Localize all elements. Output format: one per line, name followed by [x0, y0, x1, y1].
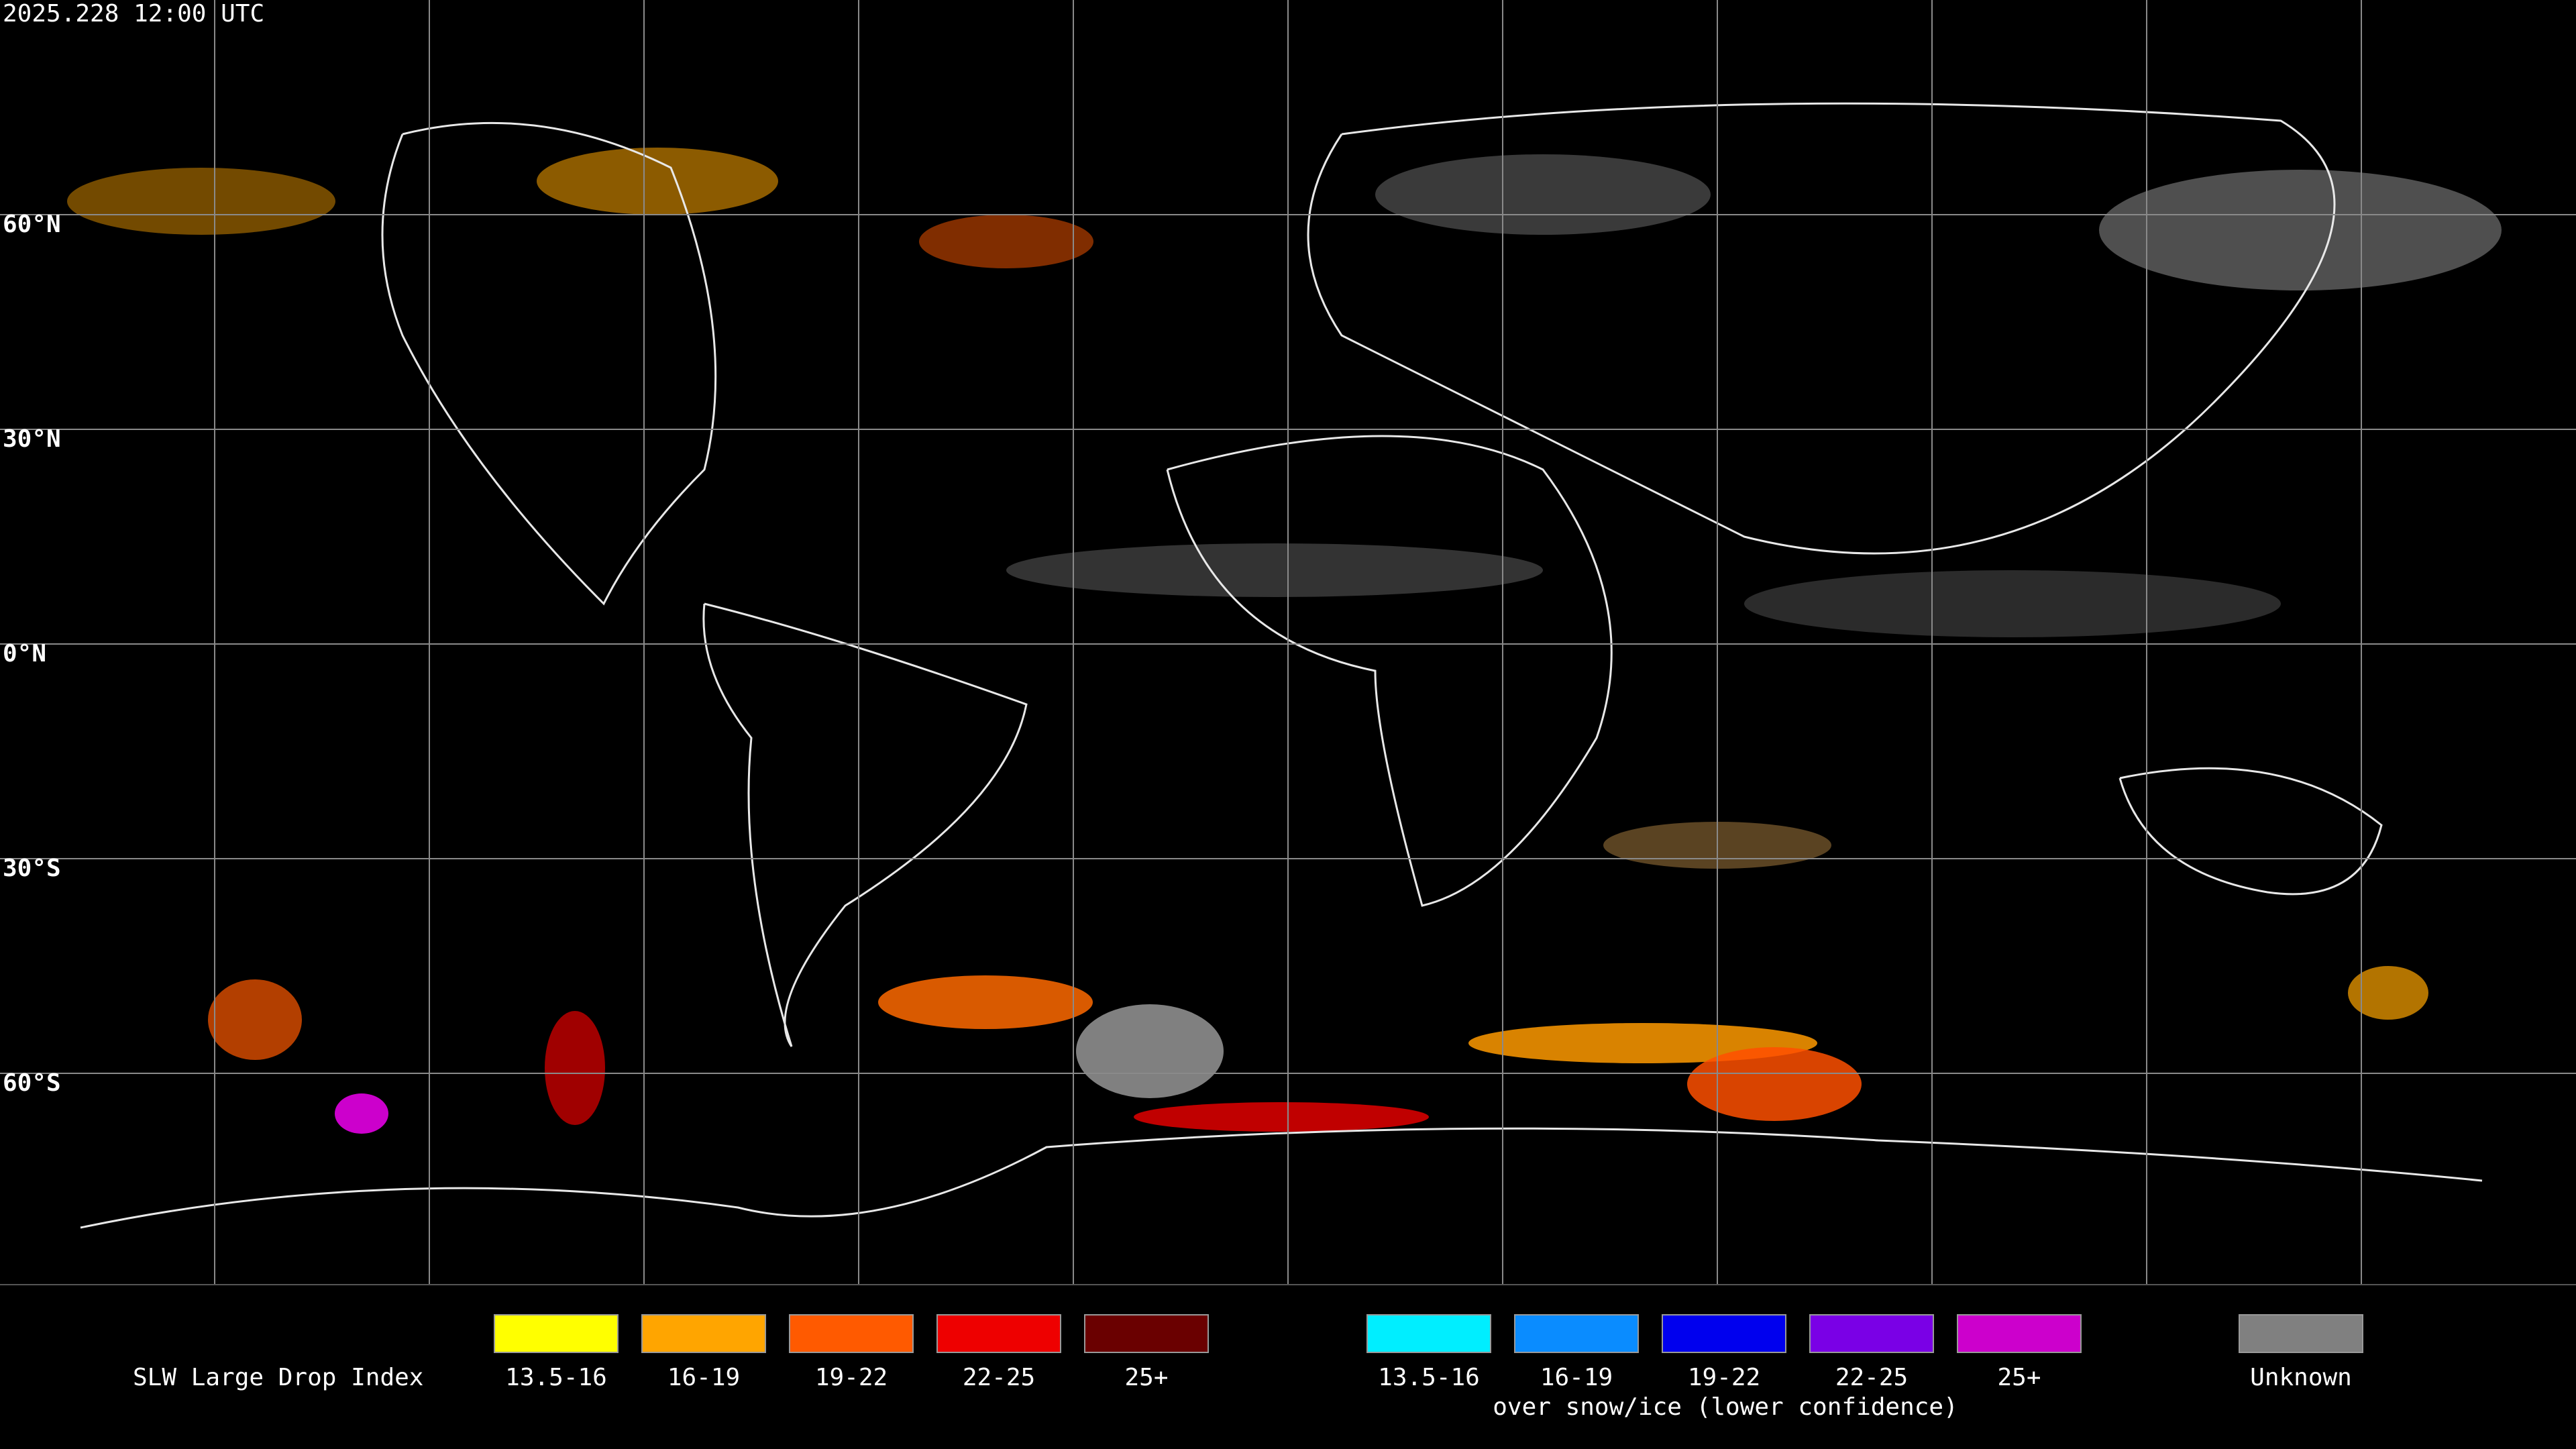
drop-area — [2348, 966, 2428, 1020]
legend-swatch — [2239, 1314, 2363, 1353]
legend-swatch — [1084, 1314, 1209, 1353]
coastline — [1307, 102, 2336, 555]
unknown-area — [1006, 543, 1543, 597]
unknown-area — [2099, 170, 2502, 290]
drop-area — [1687, 1047, 1862, 1121]
legend-caption: over snow/ice (lower confidence) — [1493, 1393, 1958, 1421]
latitude-labels: 60°N 30°N 0°N 30°S 60°S — [3, 211, 61, 1097]
coastline — [80, 1127, 2483, 1229]
latitude-label: 30°N — [3, 425, 61, 453]
drop-area — [67, 168, 335, 235]
legend-label: 19-22 — [1688, 1364, 1760, 1391]
legend-swatch — [936, 1314, 1061, 1353]
legend-label: 25+ — [1997, 1364, 2041, 1391]
coastline — [381, 121, 717, 606]
latitude-label: 60°N — [3, 211, 61, 238]
latitude-label: 30°S — [3, 855, 61, 882]
coastline — [2118, 767, 2383, 896]
legend-label: 25+ — [1124, 1364, 1168, 1391]
coastline — [702, 602, 1028, 1047]
latitude-label: 0°N — [3, 640, 46, 667]
drop-area — [878, 975, 1093, 1029]
coastlines — [80, 102, 2483, 1229]
unknown-area — [1744, 570, 2281, 637]
legend-label: 22-25 — [1835, 1364, 1908, 1391]
drop-area — [208, 979, 302, 1060]
drop-area — [537, 148, 778, 215]
legend-label: 19-22 — [815, 1364, 888, 1391]
unknown-area — [1076, 1004, 1224, 1098]
legend: SLW Large Drop Index over snow/ice (lowe… — [133, 1314, 2363, 1421]
drop-area — [919, 215, 1093, 268]
legend-swatch — [641, 1314, 766, 1353]
legend-label: 13.5-16 — [505, 1364, 607, 1391]
legend-label: 13.5-16 — [1378, 1364, 1480, 1391]
legend-swatch — [789, 1314, 914, 1353]
legend-label: 16-19 — [1540, 1364, 1613, 1391]
latitude-label: 60°S — [3, 1069, 61, 1097]
legend-swatch — [494, 1314, 619, 1353]
timestamp: 2025.228 12:00 UTC — [3, 0, 264, 28]
coastline — [1166, 435, 1613, 907]
legend-swatch — [1957, 1314, 2082, 1353]
legend-swatch — [1514, 1314, 1639, 1353]
legend-swatch — [1366, 1314, 1491, 1353]
graticule — [0, 0, 2576, 1285]
legend-label: Unknown — [2250, 1364, 2352, 1391]
legend-label: 22-25 — [963, 1364, 1035, 1391]
drop-area — [1134, 1102, 1429, 1132]
legend-swatch — [1662, 1314, 1786, 1353]
drop-area — [545, 1011, 605, 1125]
snow-drop-area — [335, 1093, 388, 1134]
legend-swatch — [1809, 1314, 1934, 1353]
unknown-area — [1375, 154, 1711, 235]
legend-title: SLW Large Drop Index — [133, 1364, 423, 1391]
legend-label: 16-19 — [667, 1364, 740, 1391]
